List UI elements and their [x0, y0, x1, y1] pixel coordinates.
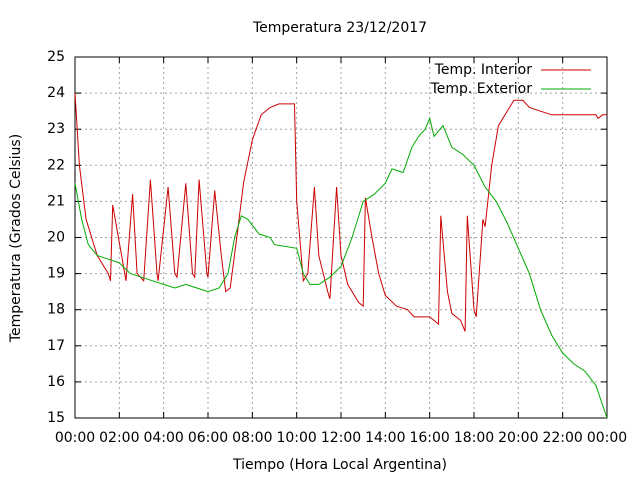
y-tick-label: 25: [47, 49, 65, 65]
y-tick-label: 17: [47, 338, 65, 354]
legend-label: Temp. Exterior: [430, 81, 533, 97]
y-tick-label: 15: [47, 410, 65, 426]
series-line: [74, 116, 608, 419]
x-tick-label: 14:00: [365, 430, 405, 446]
x-tick-label: 10:00: [276, 430, 316, 446]
x-tick-label: 20:00: [498, 430, 538, 446]
series-line: [74, 93, 607, 332]
x-tick-label: 16:00: [409, 430, 449, 446]
y-tick-label: 24: [47, 85, 65, 101]
y-tick-label: 18: [47, 302, 65, 318]
legend-label: Temp. Interior: [434, 62, 533, 78]
x-tick-label: 12:00: [321, 430, 361, 446]
x-tick-label: 00:00: [587, 430, 627, 446]
y-tick-label: 16: [47, 374, 65, 390]
y-tick-label: 20: [47, 230, 65, 246]
x-tick-label: 08:00: [232, 430, 272, 446]
chart-title: Temperatura 23/12/2017: [252, 20, 427, 36]
x-tick-label: 18:00: [454, 430, 494, 446]
x-tick-label: 06:00: [188, 430, 228, 446]
y-tick-label: 19: [47, 266, 65, 282]
plot-frame: [74, 56, 608, 419]
y-axis-label: Temperatura (Grados Celsius): [8, 134, 24, 343]
x-tick-label: 00:00: [55, 430, 95, 446]
y-tick-label: 22: [47, 157, 65, 173]
x-tick-label: 22:00: [542, 430, 582, 446]
x-tick-label: 02:00: [99, 430, 139, 446]
x-tick-label: 04:00: [143, 430, 183, 446]
y-tick-label: 21: [47, 193, 65, 209]
x-axis-label: Tiempo (Hora Local Argentina): [232, 457, 447, 473]
y-tick-label: 23: [47, 121, 65, 137]
